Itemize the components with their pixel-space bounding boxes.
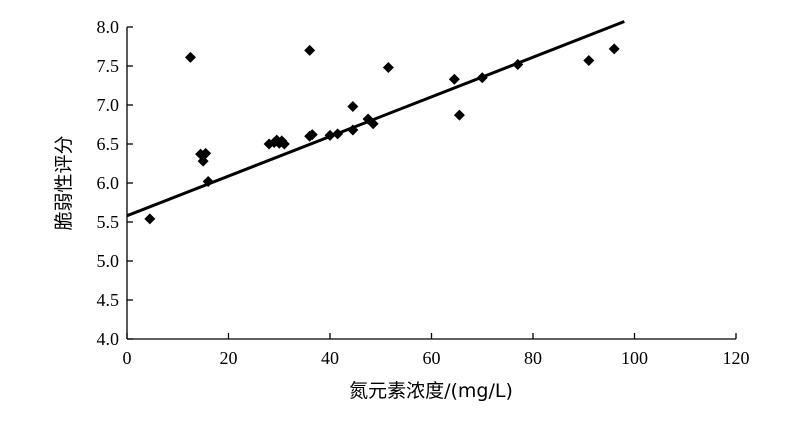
x-tick-label: 60 xyxy=(423,348,441,368)
data-point xyxy=(144,213,156,225)
y-tick-label: 6.0 xyxy=(97,173,120,193)
data-point xyxy=(324,129,336,141)
data-point xyxy=(332,128,344,140)
data-points xyxy=(144,43,620,225)
x-tick-label: 80 xyxy=(524,348,542,368)
data-point xyxy=(184,51,196,63)
data-point xyxy=(367,118,379,130)
x-tick-label: 0 xyxy=(123,348,132,368)
data-point xyxy=(200,147,212,159)
data-point xyxy=(608,43,620,55)
data-point xyxy=(304,44,316,56)
data-point xyxy=(347,124,359,136)
trendline xyxy=(126,20,625,218)
y-tick-label: 8.0 xyxy=(97,17,120,37)
x-tick-label: 120 xyxy=(723,348,750,368)
x-tick-label: 100 xyxy=(621,348,648,368)
data-point xyxy=(306,129,318,141)
data-point xyxy=(278,138,290,150)
y-axis-title: 脆弱性评分 xyxy=(53,135,75,230)
y-tick-label: 6.5 xyxy=(97,134,120,154)
data-point xyxy=(512,58,524,70)
data-point xyxy=(347,101,359,113)
y-tick-label: 5.5 xyxy=(97,212,120,232)
data-point xyxy=(202,175,214,187)
y-tick-label: 4.5 xyxy=(97,290,120,310)
x-ticks: 0 20 40 60 80 100 120 xyxy=(123,333,750,368)
data-point xyxy=(583,55,595,67)
data-point xyxy=(448,73,460,85)
data-point xyxy=(453,109,465,121)
x-axis-title: 氮元素浓度/(mg/L) xyxy=(349,380,513,402)
x-tick-label: 20 xyxy=(220,348,238,368)
y-tick-label: 4.0 xyxy=(97,329,120,349)
y-ticks: 4.0 4.5 5.0 5.5 6.0 6.5 7.0 7.5 8.0 xyxy=(97,17,133,349)
y-tick-label: 5.0 xyxy=(97,251,120,271)
trendline-group xyxy=(126,20,625,218)
y-tick-label: 7.5 xyxy=(97,56,120,76)
data-point xyxy=(382,62,394,74)
x-tick-label: 40 xyxy=(321,348,339,368)
axes xyxy=(126,27,736,340)
y-tick-label: 7.0 xyxy=(97,95,120,115)
data-point xyxy=(476,72,488,84)
